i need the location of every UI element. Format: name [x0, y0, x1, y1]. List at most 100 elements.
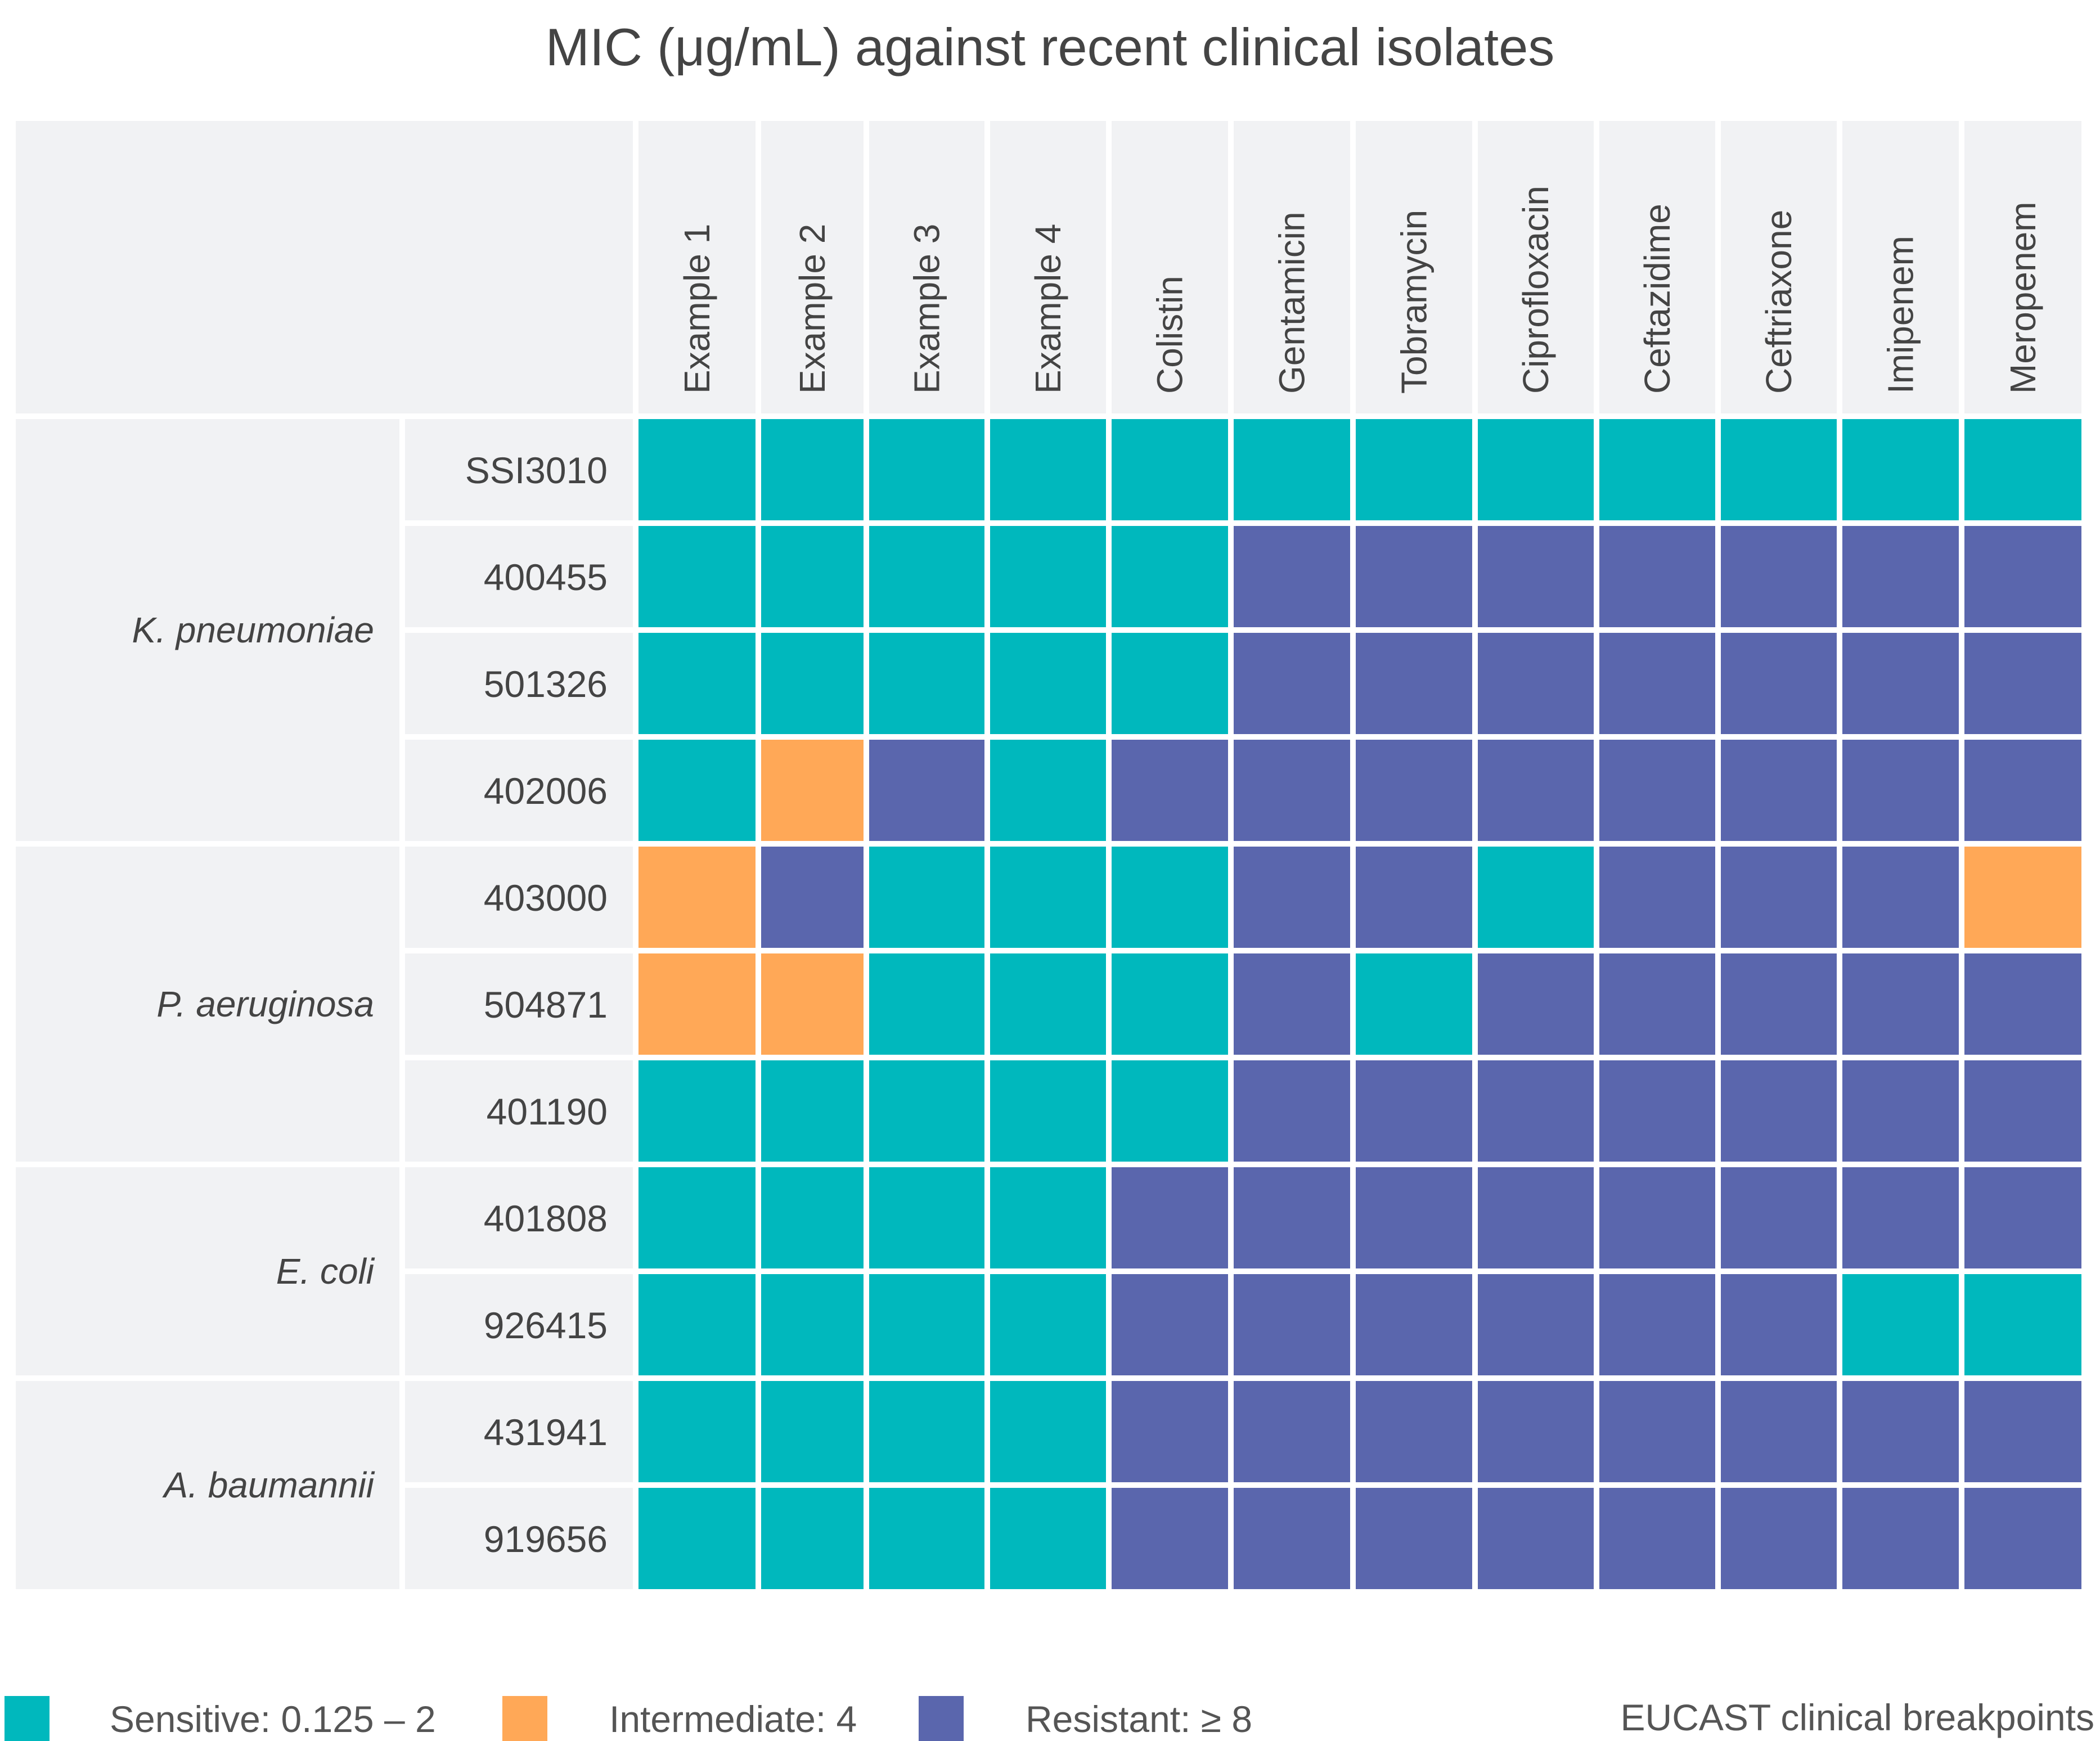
legend-swatch-sensitive	[5, 1696, 50, 1741]
row-header-cell	[405, 1060, 633, 1162]
heatmap-cell	[1964, 526, 2081, 627]
heatmap-cell	[1356, 847, 1472, 948]
row-header-cell	[405, 953, 633, 1055]
heatmap-cell	[1842, 526, 1959, 627]
row-label: 400455	[484, 556, 608, 598]
heatmap-cell	[1112, 1167, 1228, 1268]
heatmap-cell	[1478, 847, 1594, 948]
heatmap-cell	[1964, 1060, 2081, 1162]
heatmap-cell	[761, 1167, 864, 1268]
heatmap-cell	[1721, 1381, 1837, 1482]
heatmap-cell	[869, 1381, 984, 1482]
heatmap-cell	[1842, 847, 1959, 948]
group-cell	[16, 1381, 399, 1589]
group-label: A. baumannii	[161, 1465, 375, 1505]
heatmap-cell	[638, 740, 756, 841]
heatmap-cell	[1356, 953, 1472, 1055]
heatmap-cell	[1842, 1488, 1959, 1589]
heatmap-cell	[638, 1274, 756, 1375]
heatmap-cell	[638, 1381, 756, 1482]
heatmap-cell	[1112, 953, 1228, 1055]
heatmap-cell	[1478, 1381, 1594, 1482]
heatmap-cell	[1721, 847, 1837, 948]
heatmap-cell	[1112, 633, 1228, 734]
column-header-label: Ciprofloxacin	[1516, 186, 1556, 394]
column-header-label: Meropenem	[2003, 202, 2043, 394]
heatmap-cell	[990, 633, 1106, 734]
heatmap-cell	[1356, 419, 1472, 520]
heatmap-cell	[761, 526, 864, 627]
heatmap-cell	[1234, 419, 1350, 520]
heatmap-cell	[1478, 1488, 1594, 1589]
heatmap-cell	[869, 1167, 984, 1268]
heatmap-cell	[1964, 1167, 2081, 1268]
heatmap-cell	[1964, 1488, 2081, 1589]
heatmap-cell	[1964, 740, 2081, 841]
group-label: K. pneumoniae	[132, 610, 374, 650]
heatmap-cell	[1599, 419, 1715, 520]
heatmap-cell	[1112, 847, 1228, 948]
heatmap-cell	[1112, 526, 1228, 627]
heatmap-cell	[1721, 1060, 1837, 1162]
group-cell	[16, 1167, 399, 1375]
heatmap-cell	[1356, 1381, 1472, 1482]
heatmap-cell	[1599, 953, 1715, 1055]
column-header-label: Colistin	[1150, 276, 1190, 394]
group-label: P. aeruginosa	[156, 984, 374, 1024]
heatmap-cell	[1599, 740, 1715, 841]
heatmap-cell	[1356, 1274, 1472, 1375]
row-label: 926415	[484, 1304, 608, 1346]
heatmap-cell	[638, 526, 756, 627]
heatmap-cell	[761, 1488, 864, 1589]
heatmap-cell	[990, 740, 1106, 841]
heatmap-cell	[990, 526, 1106, 627]
column-header-label: Gentamicin	[1272, 212, 1312, 394]
heatmap-cell	[1964, 847, 2081, 948]
heatmap-cell	[1234, 1060, 1350, 1162]
column-header-cell	[1964, 121, 2081, 413]
column-header-cell	[1234, 121, 1350, 413]
heatmap-cell	[1721, 1167, 1837, 1268]
heatmap-cell	[638, 633, 756, 734]
column-header-label: Tobramycin	[1394, 210, 1435, 394]
heatmap-cell	[1599, 1381, 1715, 1482]
heatmap-cell	[761, 740, 864, 841]
heatmap-cell	[1842, 953, 1959, 1055]
row-header-cell	[405, 526, 633, 627]
heatmap-cell	[869, 419, 984, 520]
row-header-cell	[405, 740, 633, 841]
heatmap-cell	[1964, 419, 2081, 520]
heatmap-cell	[1721, 419, 1837, 520]
column-header-cell	[1112, 121, 1228, 413]
heatmap-cell	[1721, 1274, 1837, 1375]
row-label: SSI3010	[465, 449, 608, 491]
heatmap-cell	[1234, 953, 1350, 1055]
column-header-label: Example 3	[907, 224, 947, 394]
heatmap-cell	[990, 847, 1106, 948]
column-header-cell	[761, 121, 864, 413]
heatmap-cell	[990, 1381, 1106, 1482]
heatmap-cell	[990, 1488, 1106, 1589]
chart-title: MIC (μg/mL) against recent clinical isol…	[545, 17, 1555, 77]
heatmap-cell	[1112, 1381, 1228, 1482]
heatmap-cell	[1842, 1060, 1959, 1162]
heatmap-cell	[990, 1060, 1106, 1162]
heatmap-cell	[1842, 419, 1959, 520]
heatmap-cell	[1112, 1488, 1228, 1589]
heatmap-cell	[1234, 526, 1350, 627]
legend-label-intermediate: Intermediate: 4	[609, 1698, 857, 1740]
heatmap-cell	[1721, 953, 1837, 1055]
heatmap-cell	[1356, 1060, 1472, 1162]
heatmap-cell	[761, 419, 864, 520]
heatmap-cell	[1234, 1167, 1350, 1268]
heatmap-cell	[1842, 633, 1959, 734]
heatmap-cell	[761, 1060, 864, 1162]
row-label: 504871	[484, 984, 608, 1025]
heatmap-cell	[1356, 633, 1472, 734]
heatmap-cell	[869, 526, 984, 627]
heatmap-cell	[1964, 1274, 2081, 1375]
column-header-cell	[869, 121, 984, 413]
legend-label-sensitive: Sensitive: 0.125 – 2	[110, 1698, 436, 1740]
heatmap-cell	[1599, 1060, 1715, 1162]
heatmap-cell	[761, 633, 864, 734]
